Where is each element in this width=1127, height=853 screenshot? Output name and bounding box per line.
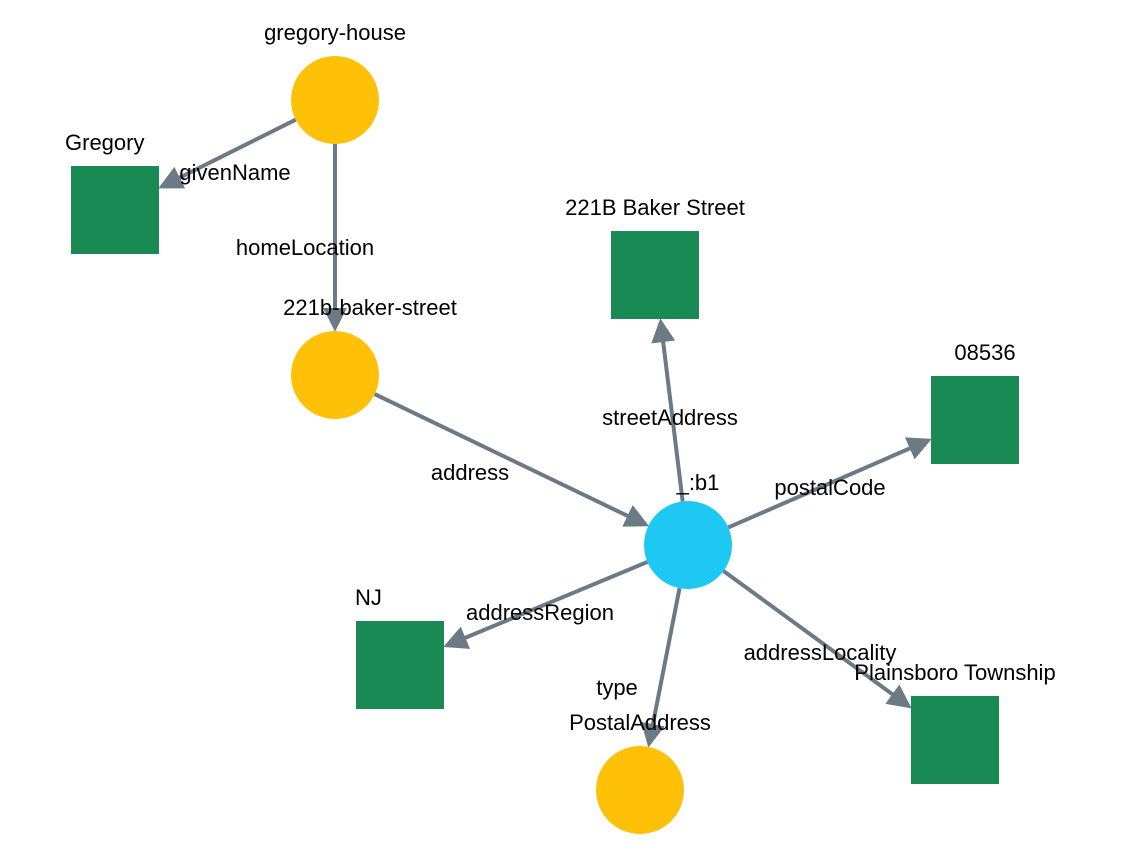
node-postal-address[interactable]	[596, 746, 684, 834]
node-postal-literal[interactable]	[931, 376, 1019, 464]
rdf-graph: givenName homeLocation address streetAddres…	[0, 0, 1127, 853]
edge-label-addressRegion: addressRegion	[466, 600, 614, 625]
node-label-221b-baker-street: 221b-baker-street	[283, 295, 457, 320]
edge-label-homeLocation: homeLocation	[236, 235, 374, 260]
node-street-literal[interactable]	[611, 231, 699, 319]
node-label-gregory-literal: Gregory	[65, 130, 144, 155]
edge-label-type: type	[596, 675, 638, 700]
edge-label-streetAddress: streetAddress	[602, 405, 738, 430]
labels-layer: givenName homeLocation address streetAddres…	[65, 20, 1056, 735]
node-b1[interactable]	[644, 501, 732, 589]
edge-addressLocality	[724, 571, 908, 706]
edge-label-postalCode: postalCode	[774, 475, 885, 500]
node-label-postal-literal: 08536	[954, 340, 1015, 365]
node-locality-literal[interactable]	[911, 696, 999, 784]
node-221b-baker-street[interactable]	[291, 331, 379, 419]
node-nj-literal[interactable]	[356, 621, 444, 709]
node-gregory-literal[interactable]	[71, 166, 159, 254]
node-label-postal-address: PostalAddress	[569, 710, 711, 735]
node-label-locality-literal: Plainsboro Township	[854, 660, 1055, 685]
edge-label-address: address	[431, 460, 509, 485]
node-label-nj-literal: NJ	[355, 585, 382, 610]
node-label-gregory-house: gregory-house	[264, 20, 406, 45]
node-gregory-house[interactable]	[291, 56, 379, 144]
node-label-street-literal: 221B Baker Street	[565, 195, 745, 220]
edge-label-givenName: givenName	[179, 160, 290, 185]
node-label-b1: _:b1	[676, 470, 720, 495]
